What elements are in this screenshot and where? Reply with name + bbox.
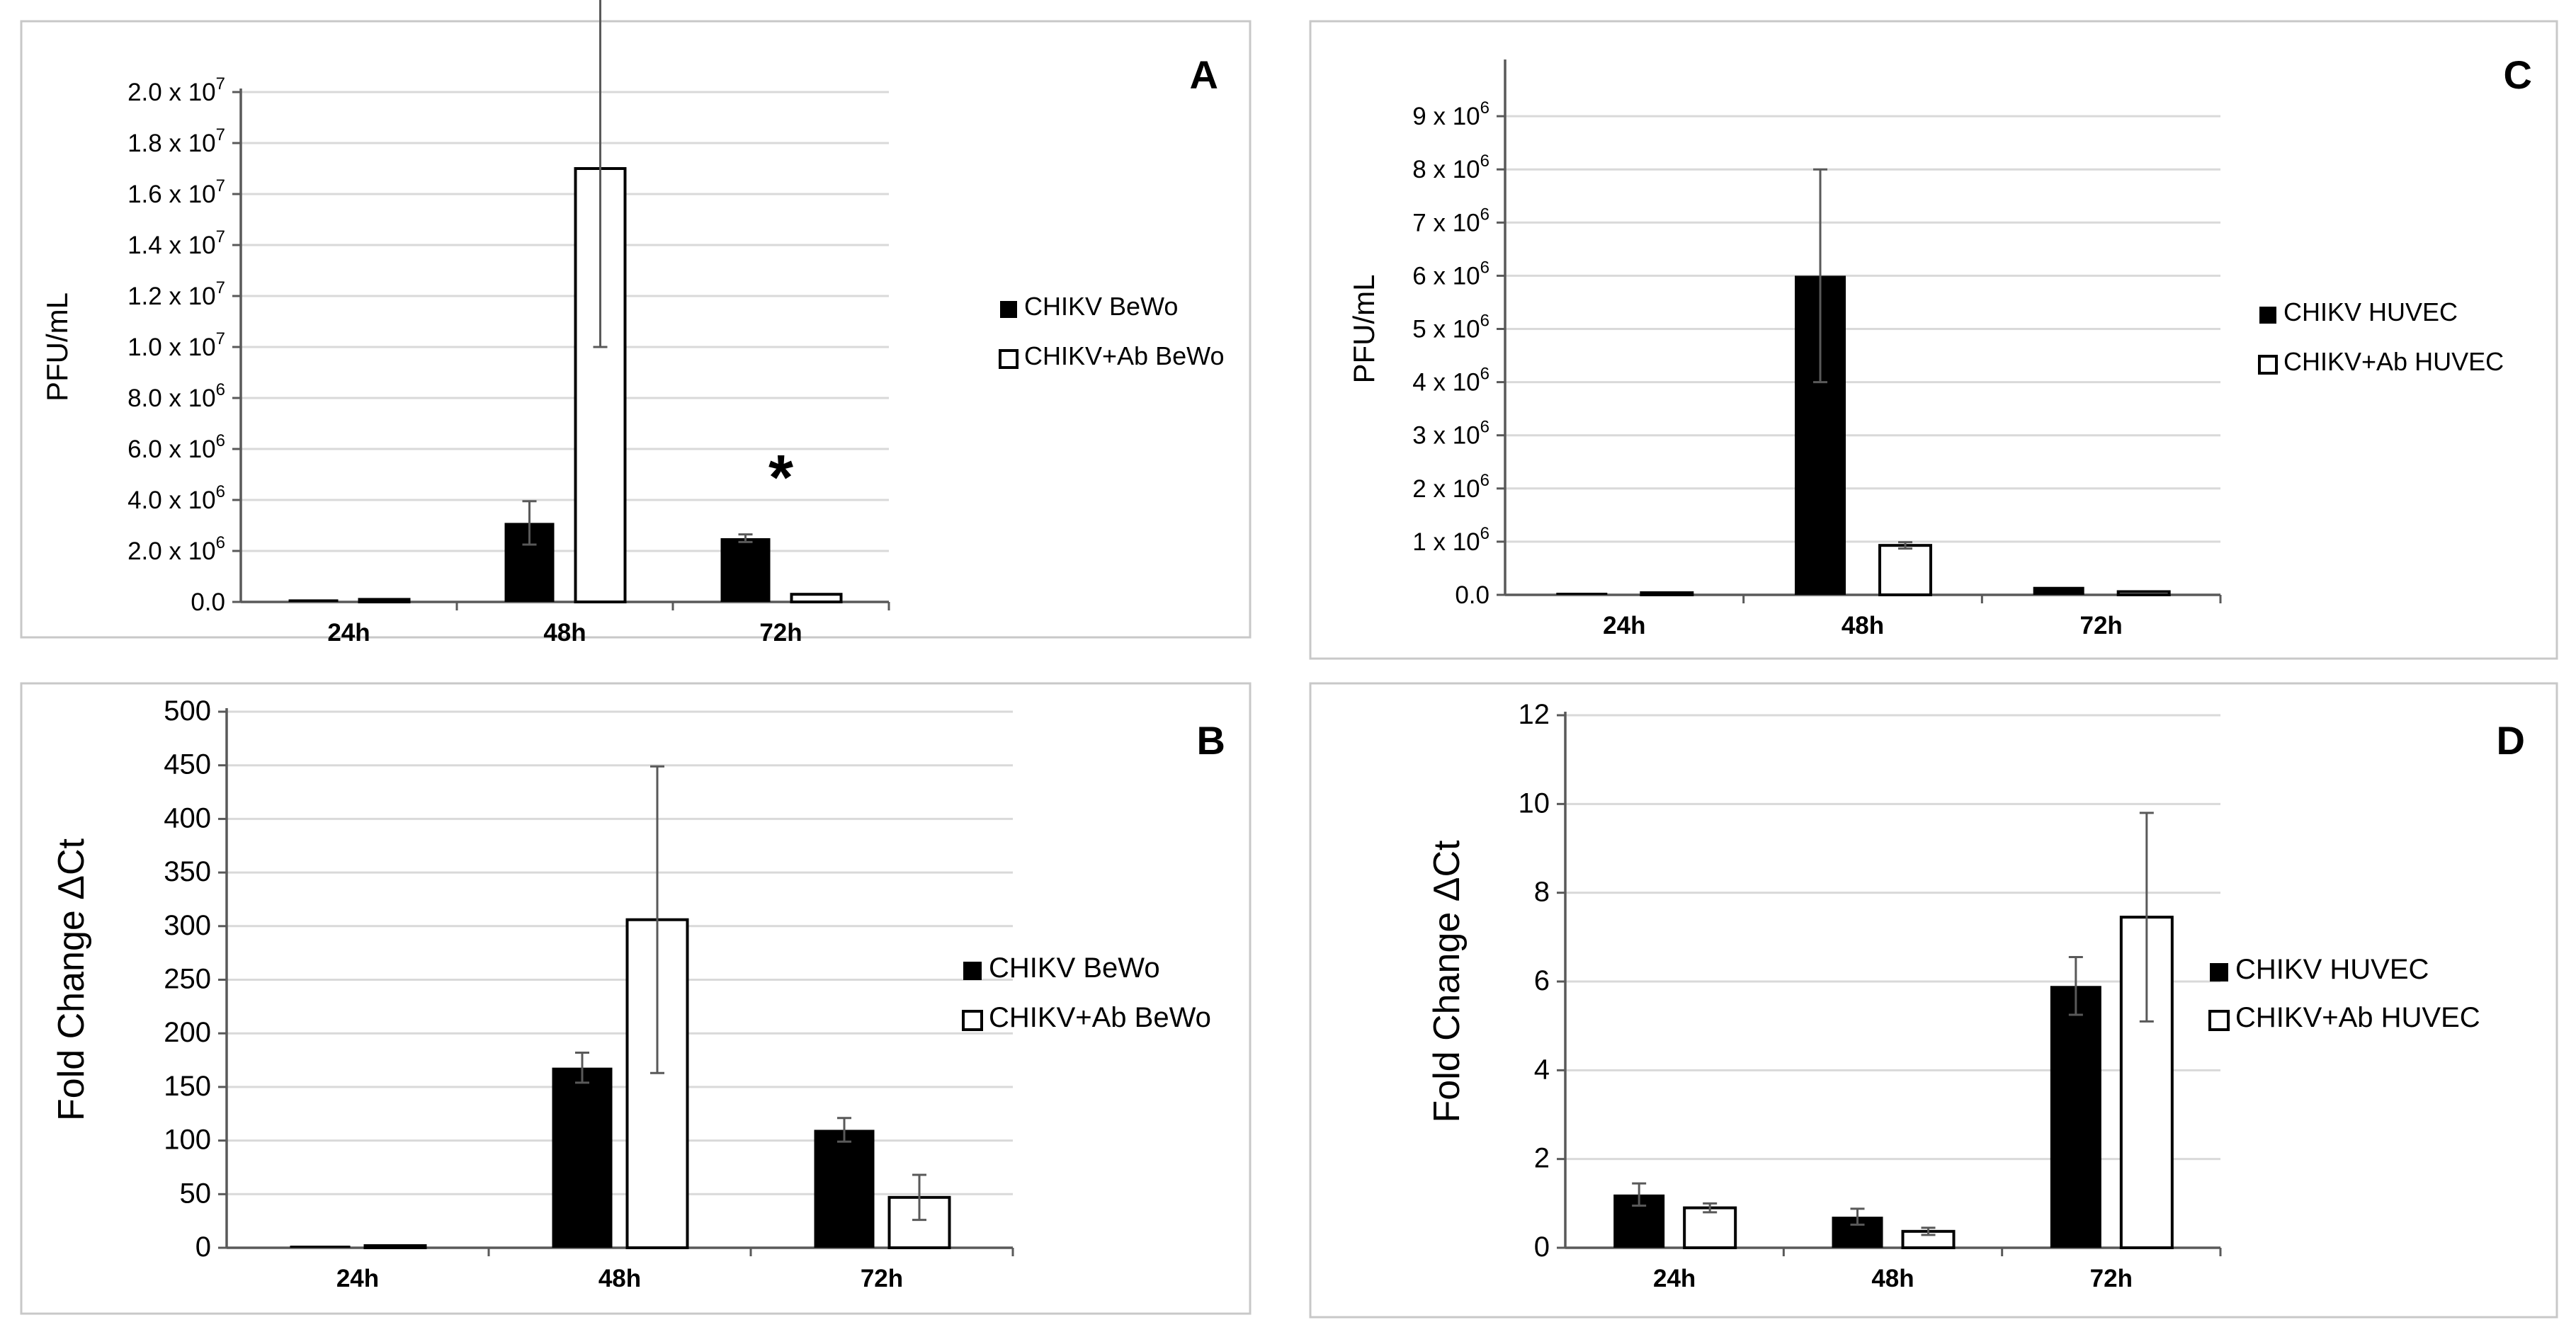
y-axis-label: Fold Change ΔCt	[1426, 840, 1468, 1122]
y-tick-label: 400	[164, 802, 211, 834]
y-tick-label: 8.0 x 106	[127, 380, 225, 412]
bar-virus-ab-24h	[358, 598, 411, 604]
y-tick-label: 1.2 x 107	[127, 278, 225, 310]
x-tick-label-72h: 72h	[759, 619, 802, 647]
legend-label: CHIKV HUVEC	[2283, 297, 2458, 326]
panel-label: D	[2497, 718, 2525, 763]
panel-label: C	[2504, 52, 2532, 97]
x-tick-label-48h: 48h	[598, 1265, 641, 1292]
y-tick-label: 0.0	[1455, 581, 1490, 609]
x-tick-label-24h: 24h	[1603, 612, 1645, 639]
y-axis-label: PFU/mL	[1347, 274, 1380, 383]
legend-label: CHIKV+Ab BeWo	[1024, 341, 1224, 370]
panel-d: 0 2 4 6 8 10 12 Fold Change ΔCt 24h 48h 72h CHIKV H…	[1309, 682, 2558, 1319]
y-tick-label: 2	[1534, 1143, 1550, 1174]
y-tick-label: 2.0 x 106	[127, 533, 225, 565]
panel-frame	[1309, 682, 2558, 1319]
legend-label: CHIKV+Ab BeWo	[989, 1002, 1211, 1033]
legend-swatch	[962, 1010, 983, 1031]
bar-virus-ab-24h	[1683, 1206, 1737, 1249]
bar-virus-ab-48h	[1878, 544, 1932, 596]
y-tick-label: 450	[164, 749, 211, 780]
legend-swatch	[2208, 1010, 2230, 1031]
bar-virus-72h	[720, 538, 771, 602]
x-tick-label-72h: 72h	[2090, 1265, 2133, 1292]
y-axis-label: Fold Change ΔCt	[51, 838, 92, 1120]
bar-virus-ab-24h	[363, 1244, 427, 1250]
y-tick-label: 0.0	[191, 588, 225, 616]
legend-label: CHIKV+Ab HUVEC	[2235, 1002, 2480, 1033]
y-tick-label: 8 x 106	[1412, 152, 1490, 183]
y-tick-label: 5 x 106	[1412, 312, 1490, 343]
panel-a: 0.0 2.0 x 106 4.0 x 106 6.0 x 106 8.0 x 106 1…	[20, 0, 1252, 647]
y-tick-label: 9 x 106	[1412, 98, 1490, 130]
x-tick-label-24h: 24h	[336, 1265, 379, 1292]
legend-swatch	[999, 349, 1019, 369]
y-tick-label: 500	[164, 695, 211, 727]
panel-frame	[20, 20, 1252, 639]
y-tick-label: 12	[1519, 699, 1550, 730]
bar-virus-ab-72h	[2116, 590, 2171, 597]
panel-frame	[1309, 20, 2558, 660]
y-tick-label: 8	[1534, 877, 1550, 908]
bar-virus-48h	[552, 1067, 613, 1248]
x-tick-label-24h: 24h	[1653, 1265, 1696, 1292]
bar-virus-72h	[814, 1130, 875, 1248]
y-tick-label: 50	[180, 1178, 212, 1209]
y-tick-label: 0	[195, 1231, 211, 1263]
legend-swatch	[963, 962, 982, 980]
y-tick-label: 1 x 106	[1412, 524, 1490, 556]
x-tick-label-48h: 48h	[1871, 1265, 1914, 1292]
legend-swatch	[2258, 355, 2278, 375]
y-tick-label: 1.6 x 107	[127, 176, 225, 208]
legend-label: CHIKV HUVEC	[2235, 954, 2429, 985]
y-tick-label: 4 x 106	[1412, 365, 1490, 397]
significance-marker: *	[768, 443, 793, 513]
legend-swatch	[1000, 301, 1017, 318]
y-tick-label: 7 x 106	[1412, 205, 1490, 237]
panel-b: 0 50 100 150 200 250 300 350 400 450 500 Fold Chang…	[20, 682, 1252, 1315]
y-tick-label: 6	[1534, 965, 1550, 996]
legend-label: CHIKV BeWo	[989, 952, 1160, 984]
y-tick-label: 1.8 x 107	[127, 125, 225, 157]
y-tick-label: 6.0 x 106	[127, 431, 225, 463]
panel-label: B	[1197, 718, 1225, 763]
panel-c: 0.0 1 x 106 2 x 106 3 x 106 4 x 106 5 x 106 6 …	[1309, 20, 2558, 660]
y-tick-label: 350	[164, 856, 211, 887]
bar-virus-72h	[2050, 986, 2101, 1248]
y-tick-label: 2.0 x 107	[127, 74, 225, 106]
y-tick-label: 4.0 x 106	[127, 482, 225, 514]
bar-virus-72h	[2033, 586, 2084, 595]
y-tick-label: 10	[1519, 787, 1550, 819]
y-tick-label: 0	[1534, 1231, 1550, 1263]
y-tick-label: 1.0 x 107	[127, 329, 225, 361]
y-tick-label: 250	[164, 964, 211, 995]
y-tick-label: 150	[164, 1071, 211, 1102]
legend-swatch	[2259, 307, 2276, 324]
y-tick-label: 300	[164, 910, 211, 941]
bar-virus-ab-24h	[1640, 591, 1694, 596]
x-tick-label-48h: 48h	[543, 619, 586, 647]
y-tick-label: 2 x 106	[1412, 471, 1490, 503]
y-tick-label: 100	[164, 1125, 211, 1156]
x-tick-label-72h: 72h	[2080, 612, 2123, 639]
panel-label: A	[1190, 52, 1218, 97]
x-tick-label-72h: 72h	[861, 1265, 903, 1292]
y-axis-label: PFU/mL	[40, 292, 74, 402]
bar-virus-24h	[288, 599, 339, 602]
x-tick-label-24h: 24h	[327, 619, 370, 647]
legend-label: CHIKV+Ab HUVEC	[2283, 347, 2504, 376]
legend-swatch	[2210, 963, 2228, 982]
bar-virus-24h	[290, 1246, 351, 1248]
y-tick-label: 1.4 x 107	[127, 227, 225, 259]
legend-label: CHIKV BeWo	[1024, 292, 1178, 321]
y-tick-label: 4	[1534, 1054, 1550, 1085]
y-tick-label: 6 x 106	[1412, 258, 1490, 290]
bar-virus-ab-72h	[790, 593, 843, 604]
bar-virus-24h	[1556, 593, 1608, 595]
y-tick-label: 200	[164, 1017, 211, 1048]
x-tick-label-48h: 48h	[1842, 612, 1884, 639]
y-tick-label: 3 x 106	[1412, 418, 1490, 450]
